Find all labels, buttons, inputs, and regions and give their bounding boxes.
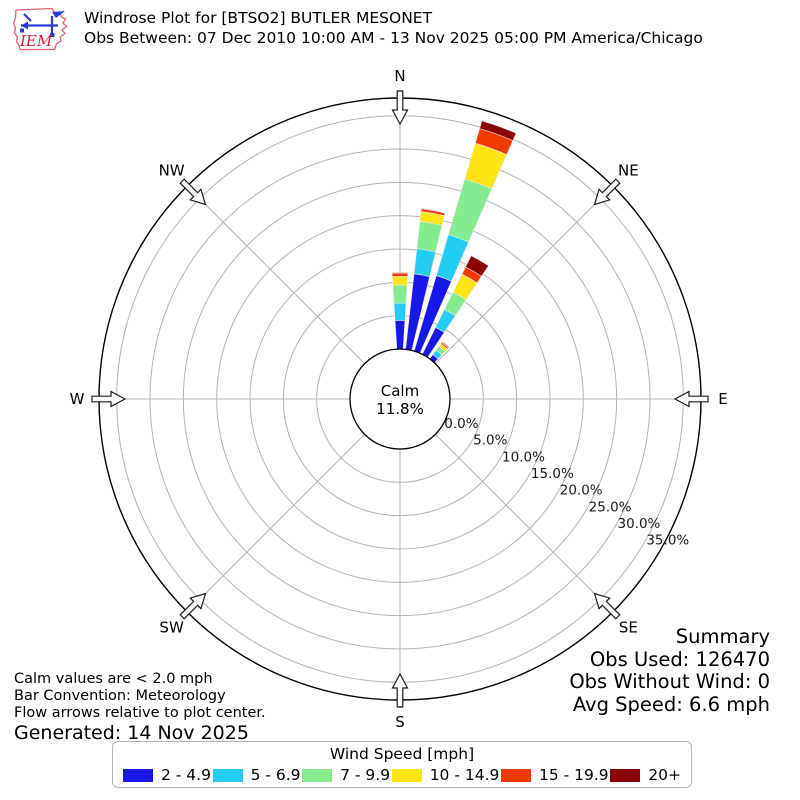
summary-line-0: Obs Used: 126470 (589, 647, 770, 671)
compass-labels: N NE E SE S SW W NW (70, 67, 728, 731)
petal-40 (429, 341, 450, 364)
compass-label-W: W (70, 390, 85, 408)
petal-segment-30-20+ (465, 255, 489, 277)
legend-item-7-9.9: 7 - 9.9 (302, 766, 390, 784)
petal-segment-10-20+ (420, 207, 446, 214)
ring-label-0: 0.0% (444, 416, 478, 432)
petal-20 (413, 120, 517, 354)
petal-segment-0-10-14.9 (391, 276, 409, 286)
footnote-line-0: Calm values are < 2.0 mph (14, 671, 213, 687)
summary-heading: Summary (675, 625, 770, 648)
compass-arrow-SW (179, 592, 207, 620)
compass-label-E: E (718, 390, 727, 408)
legend-swatch-icon (302, 768, 333, 782)
legend-swatch-icon (610, 768, 641, 782)
petal-segment-20-20+ (479, 120, 517, 142)
ring-label-30: 30.0% (617, 516, 660, 532)
summary-line-2: Avg Speed: 6.6 mph (572, 692, 770, 716)
compass-arrow-W (91, 390, 127, 408)
ring-label-5: 5.0% (473, 433, 507, 449)
iem-logo-text: IEM (19, 32, 53, 50)
radial-line-NW (186, 185, 365, 364)
radial-line-SW (186, 434, 365, 613)
legend-item-5-6.9: 5 - 6.9 (212, 766, 301, 784)
legend-item-20+: 20+ (610, 766, 681, 784)
petal-segment-0-5-6.9 (393, 302, 407, 321)
compass-arrow-E (673, 390, 709, 408)
compass-label-S: S (395, 713, 405, 731)
radial-line-SE (435, 434, 614, 613)
petal-30 (421, 255, 489, 358)
legend-swatch-icon (212, 768, 243, 782)
compass-arrow-S (391, 672, 409, 708)
petal-segment-0-7-9.9 (392, 284, 408, 304)
flow-arrows (91, 90, 709, 708)
ring-label-10: 10.0% (502, 449, 545, 465)
radial-line-NE (435, 185, 614, 364)
wind-speed-legend: Wind Speed [mph] 2 - 4.9 5 - 6.9 7 - 9.9 10… (112, 741, 692, 788)
compass-label-SE: SE (619, 618, 638, 636)
summary-block: Summary Obs Used: 126470 Obs Without Wind… (569, 625, 770, 717)
petal-segment-0-2-4.9 (394, 320, 406, 350)
legend-item-15-19.9: 15 - 19.9 (500, 766, 609, 784)
ring-label-20: 20.0% (560, 483, 603, 499)
ring-label-25: 25.0% (589, 499, 632, 515)
petal-0 (391, 272, 409, 350)
ring-labels: 0.0%5.0%10.0%15.0%20.0%25.0%30.0%35.0% (444, 416, 689, 549)
petal-segment-40-20+ (441, 341, 450, 349)
legend-label: 7 - 9.9 (340, 766, 391, 784)
calm-pct-label: 11.8% (376, 400, 424, 418)
compass-arrow-NW (179, 178, 207, 206)
compass-label-NE: NE (618, 162, 639, 180)
legend-items: 2 - 4.9 5 - 6.9 7 - 9.9 10 - 14.9 15 - 19.9 2… (113, 763, 691, 784)
calm-label: Calm (381, 382, 419, 400)
petal-10 (405, 207, 446, 351)
iowa-outline (12, 7, 68, 51)
compass-arrow-N (391, 90, 409, 126)
legend-swatch-icon (391, 768, 422, 782)
footnote-line-2: Flow arrows relative to plot center. (14, 704, 266, 721)
legend-label: 2 - 4.9 (161, 766, 211, 784)
compass-label-NW: NW (159, 162, 185, 180)
legend-swatch-icon (500, 768, 531, 782)
compass-arrow-SE (593, 592, 621, 620)
petal-segment-20-7-9.9 (447, 178, 493, 243)
weathervane-icon (20, 11, 65, 37)
petal-segment-0-20+ (391, 272, 409, 274)
petal-segment-10-7-9.9 (416, 221, 443, 253)
calm-circle (349, 348, 451, 450)
page-subtitle: Obs Between: 07 Dec 2010 10:00 AM - 13 N… (84, 29, 703, 47)
legend-label: 20+ (648, 766, 681, 784)
legend-item-2-4.9: 2 - 4.9 (123, 766, 211, 784)
page-title: Windrose Plot for [BTSO2] BUTLER MESONET (84, 9, 433, 27)
petal-segment-10-5-6.9 (413, 248, 436, 277)
ring-label-15: 15.0% (531, 466, 574, 482)
generated-timestamp: Generated: 14 Nov 2025 (14, 722, 249, 745)
petals (391, 120, 517, 364)
compass-label-N: N (394, 67, 405, 85)
legend-title: Wind Speed [mph] (329, 745, 475, 763)
legend-swatch-icon (123, 768, 153, 782)
legend-item-10-14.9: 10 - 14.9 (391, 766, 500, 784)
iem-logo: IEM (12, 7, 68, 51)
summary-line-1: Obs Without Wind: 0 (569, 670, 770, 693)
footnote-line-1: Bar Convention: Meteorology (14, 687, 226, 704)
footnote-lines: Calm values are < 2.0 mph Bar Convention:… (14, 671, 266, 721)
petal-segment-0-15-19.9 (391, 272, 409, 277)
legend-label: 10 - 14.9 (429, 766, 500, 784)
summary-lines: Obs Used: 126470 Obs Without Wind: 0 Avg S… (569, 647, 770, 717)
compass-arrow-NE (593, 178, 621, 206)
compass-label-SW: SW (159, 618, 184, 636)
footnotes-block: Calm values are < 2.0 mph Bar Convention:… (14, 671, 266, 744)
ring-label-35: 35.0% (646, 533, 689, 549)
legend-label: 5 - 6.9 (250, 766, 301, 784)
legend-label: 15 - 19.9 (538, 766, 609, 784)
